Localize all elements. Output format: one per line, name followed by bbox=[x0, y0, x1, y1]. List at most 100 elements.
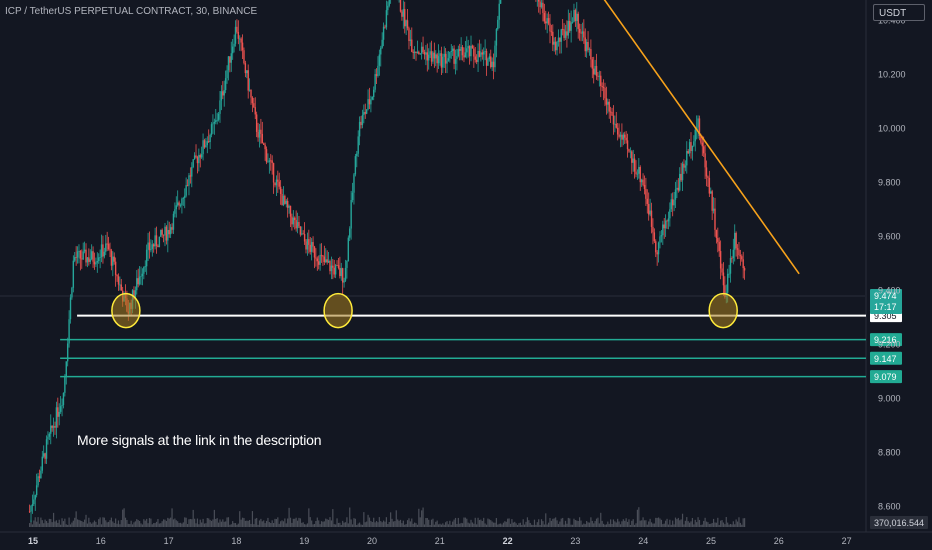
volume-bar bbox=[323, 521, 325, 527]
volume-bar bbox=[178, 522, 180, 527]
candle-body bbox=[79, 250, 82, 259]
candle-body bbox=[169, 227, 172, 235]
candle-body bbox=[134, 290, 137, 299]
volume-bar bbox=[184, 517, 186, 527]
candle-body bbox=[381, 39, 383, 48]
volume-bar bbox=[351, 524, 354, 527]
volume-bar bbox=[182, 522, 184, 527]
volume-bar bbox=[693, 524, 695, 527]
volume-bar bbox=[64, 518, 66, 527]
candle-body bbox=[463, 55, 465, 58]
candle-body bbox=[333, 267, 335, 275]
candle-body bbox=[313, 246, 316, 258]
candlestick-series bbox=[28, 0, 746, 523]
candle-body bbox=[483, 51, 485, 55]
volume-bar bbox=[515, 523, 517, 527]
candle-body bbox=[608, 101, 610, 112]
volume-bar bbox=[275, 519, 278, 527]
candle-body bbox=[673, 199, 675, 206]
volume-bar bbox=[195, 523, 197, 527]
candle-body bbox=[708, 177, 711, 194]
candle-body bbox=[370, 99, 372, 105]
volume-bar bbox=[144, 520, 146, 527]
candle-body bbox=[609, 111, 612, 113]
candle-body bbox=[243, 50, 245, 64]
volume-bar bbox=[263, 520, 265, 527]
volume-bar bbox=[696, 522, 698, 527]
price-axis[interactable]: 8.4008.6008.8009.0009.2009.4009.6009.800… bbox=[878, 0, 906, 550]
volume-bar bbox=[697, 517, 699, 527]
candle-body bbox=[296, 222, 299, 229]
volume-bar bbox=[428, 519, 430, 527]
candle-body bbox=[422, 46, 424, 53]
candle-body bbox=[437, 56, 440, 64]
candle-body bbox=[90, 251, 93, 260]
candle-body bbox=[406, 20, 409, 29]
volume-bar bbox=[718, 524, 720, 527]
candle-body bbox=[481, 52, 483, 55]
volume-bar bbox=[519, 522, 521, 527]
volume-bar bbox=[106, 522, 108, 527]
volume-bar bbox=[593, 523, 595, 527]
volume-bar bbox=[646, 524, 648, 527]
candle-body bbox=[570, 22, 572, 31]
candle-body bbox=[375, 74, 378, 76]
volume-bar bbox=[625, 518, 627, 527]
volume-bar bbox=[378, 517, 380, 527]
volume-bar bbox=[311, 520, 313, 527]
candle-body bbox=[680, 173, 682, 181]
volume-bar bbox=[642, 517, 644, 527]
volume-bar bbox=[109, 520, 111, 527]
volume-bar bbox=[126, 519, 128, 527]
volume-bar bbox=[55, 520, 58, 527]
volume-bar bbox=[497, 524, 499, 527]
candle-body bbox=[244, 63, 247, 74]
candle-body bbox=[600, 75, 602, 86]
volume-bar bbox=[117, 520, 120, 527]
time-tick-label: 27 bbox=[842, 536, 852, 546]
candle-body bbox=[629, 151, 632, 153]
candle-body bbox=[703, 146, 705, 154]
candle-body bbox=[267, 161, 269, 163]
volume-bar bbox=[58, 519, 60, 527]
currency-button[interactable]: USDT bbox=[873, 4, 925, 21]
volume-bar bbox=[205, 523, 207, 527]
candle-body bbox=[729, 258, 732, 274]
volume-bar bbox=[79, 520, 81, 527]
candle-body bbox=[143, 266, 145, 274]
candle-body bbox=[137, 278, 139, 285]
volume-bar bbox=[491, 521, 493, 527]
volume-bar bbox=[619, 524, 622, 527]
volume-bar bbox=[336, 518, 338, 527]
time-axis[interactable]: 15 16 17 18 19 20 21 22 23 24 25 26 27 bbox=[28, 536, 852, 546]
volume-bar bbox=[694, 519, 696, 527]
candle-body bbox=[624, 134, 626, 138]
volume-bar bbox=[60, 524, 62, 527]
candle-body bbox=[670, 199, 672, 210]
volume-bar bbox=[673, 524, 675, 527]
candle-body bbox=[378, 54, 381, 66]
candle-body bbox=[574, 10, 577, 22]
volume-bar bbox=[249, 519, 251, 527]
candle-body bbox=[213, 122, 216, 124]
candle-body bbox=[59, 406, 62, 412]
volume-bar bbox=[105, 520, 107, 527]
candle-body bbox=[240, 38, 242, 43]
candle-body bbox=[89, 259, 91, 262]
candle-body bbox=[576, 13, 578, 22]
volume-bar bbox=[325, 518, 327, 527]
volume-bar bbox=[555, 517, 557, 527]
candle-body bbox=[109, 249, 111, 251]
candle-body bbox=[374, 74, 376, 90]
volume-bar bbox=[304, 524, 306, 527]
candle-body bbox=[553, 41, 555, 45]
time-tick-label: 26 bbox=[774, 536, 784, 546]
candle-body bbox=[277, 179, 279, 182]
volume-bar bbox=[508, 518, 510, 527]
candle-body bbox=[31, 504, 34, 506]
candle-body bbox=[224, 78, 227, 91]
volume-bar bbox=[542, 521, 544, 527]
volume-bar bbox=[227, 517, 230, 527]
candle-body bbox=[485, 51, 488, 66]
